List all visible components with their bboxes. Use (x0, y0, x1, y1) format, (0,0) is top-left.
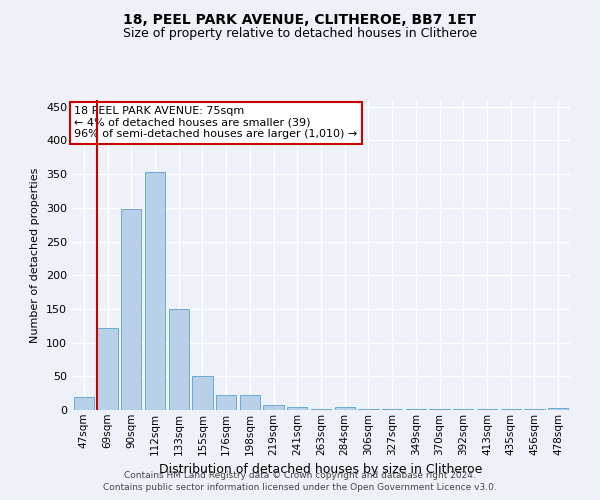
Bar (74, 396, 94, 410)
Y-axis label: Number of detached properties: Number of detached properties (31, 168, 40, 342)
Bar (240, 395, 260, 410)
Bar (311, 408, 331, 410)
X-axis label: Distribution of detached houses by size in Clitheroe: Distribution of detached houses by size … (160, 463, 482, 476)
Text: Contains public sector information licensed under the Open Government Licence v3: Contains public sector information licen… (103, 484, 497, 492)
Text: 18 PEEL PARK AVENUE: 75sqm
← 4% of detached houses are smaller (39)
96% of semi-: 18 PEEL PARK AVENUE: 75sqm ← 4% of detac… (74, 106, 358, 140)
Text: Size of property relative to detached houses in Clitheroe: Size of property relative to detached ho… (123, 28, 477, 40)
Bar (382, 408, 402, 410)
Text: Contains HM Land Registry data © Crown copyright and database right 2024.: Contains HM Land Registry data © Crown c… (124, 471, 476, 480)
Bar (216, 395, 236, 410)
Bar (121, 209, 142, 410)
Bar (453, 408, 473, 410)
Bar (97, 328, 118, 410)
Bar (193, 376, 212, 410)
Bar (287, 406, 307, 410)
Bar (263, 404, 284, 410)
Bar (169, 309, 189, 410)
Bar (145, 172, 165, 410)
Bar (335, 406, 355, 410)
Text: 18, PEEL PARK AVENUE, CLITHEROE, BB7 1ET: 18, PEEL PARK AVENUE, CLITHEROE, BB7 1ET (124, 12, 476, 26)
Bar (548, 408, 568, 410)
Bar (358, 408, 379, 410)
